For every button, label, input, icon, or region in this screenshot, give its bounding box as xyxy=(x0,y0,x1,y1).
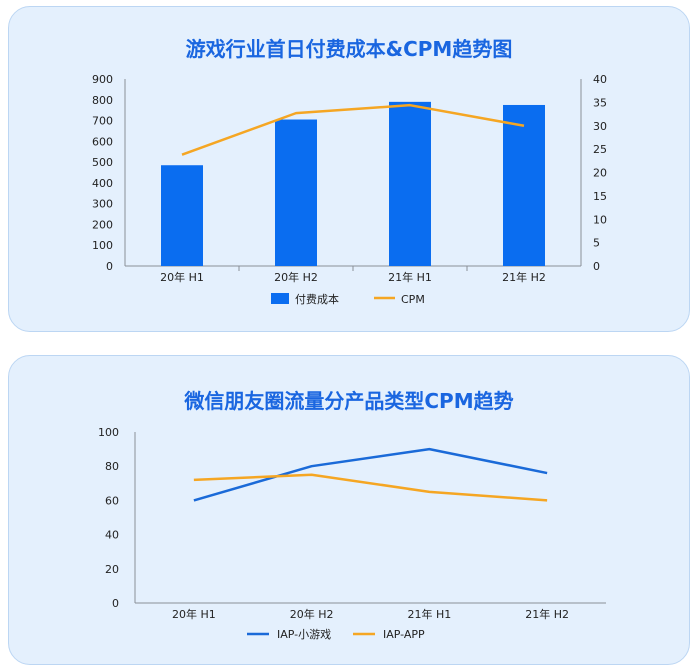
right-y-tick-label: 20 xyxy=(593,167,607,180)
line-chart: 0 20 40 60 80 100 20年 H1 20年 H2 21年 H1 21年 H2 IAP-… xyxy=(98,426,606,641)
line-series-1 xyxy=(193,447,548,502)
left-y-tick-label: 900 xyxy=(92,73,113,86)
legend-swatch-bar xyxy=(271,293,289,304)
chart-card-cost-cpm: 游戏行业首日付费成本&CPM趋势图 0 100 200 300 400 500 600 700… xyxy=(8,6,690,332)
right-y-tick-label: 35 xyxy=(593,96,607,109)
left-y-tick-label: 600 xyxy=(92,135,113,148)
bar-付费成本 xyxy=(275,119,317,267)
right-y-tick-label: 25 xyxy=(593,143,607,156)
left-y-tick-label: 200 xyxy=(92,218,113,231)
x-tick-label: 21年 H1 xyxy=(407,607,451,621)
left-y-tick-label: 700 xyxy=(92,115,113,128)
bar-付费成本 xyxy=(503,104,545,266)
bar-付费成本 xyxy=(389,101,431,266)
left-y-tick-label: 100 xyxy=(92,239,113,252)
y-tick-label: 100 xyxy=(98,426,119,439)
y-tick-label: 60 xyxy=(105,494,119,507)
x-tick-label: 20年 H2 xyxy=(290,607,334,621)
chart-title: 游戏行业首日付费成本&CPM趋势图 xyxy=(185,37,513,61)
right-y-tick-label: 40 xyxy=(593,73,607,86)
legend-label: IAP-小游戏 xyxy=(277,628,331,641)
line-series-2 xyxy=(193,473,548,502)
right-y-tick-label: 10 xyxy=(593,213,607,226)
left-y-tick-label: 400 xyxy=(92,177,113,190)
line-cpm xyxy=(181,103,525,156)
x-tick-label: 20年 H2 xyxy=(274,270,318,284)
y-tick-label: 40 xyxy=(105,529,119,542)
right-y-tick-label: 0 xyxy=(593,260,600,273)
x-tick-label: 20年 H1 xyxy=(172,607,216,621)
right-y-tick-label: 30 xyxy=(593,120,607,133)
legend-label: 付费成本 xyxy=(295,292,339,306)
left-y-tick-label: 300 xyxy=(92,198,113,211)
chart-title: 微信朋友圈流量分产品类型CPM趋势 xyxy=(184,389,514,413)
bar-付费成本 xyxy=(161,165,203,266)
legend-label: CPM xyxy=(401,293,425,306)
left-y-tick-label: 800 xyxy=(92,94,113,107)
left-y-tick-label: 500 xyxy=(92,156,113,169)
x-tick-label: 21年 H1 xyxy=(388,270,432,284)
combo-chart: 0 100 200 300 400 500 600 700 800 900 0 5 10 15 20 25 30… xyxy=(92,73,607,306)
y-tick-label: 0 xyxy=(112,597,119,610)
chart-card-wechat-cpm: 微信朋友圈流量分产品类型CPM趋势 0 20 40 60 80 100 20年 H1 20年 … xyxy=(8,355,690,665)
y-tick-label: 20 xyxy=(105,563,119,576)
right-y-tick-label: 5 xyxy=(593,237,600,250)
legend-label: IAP-APP xyxy=(383,628,425,641)
x-tick-label: 21年 H2 xyxy=(525,607,569,621)
left-y-tick-label: 0 xyxy=(106,260,113,273)
x-tick-label: 20年 H1 xyxy=(160,270,204,284)
right-y-tick-label: 15 xyxy=(593,190,607,203)
x-tick-label: 21年 H2 xyxy=(502,270,546,284)
y-tick-label: 80 xyxy=(105,460,119,473)
